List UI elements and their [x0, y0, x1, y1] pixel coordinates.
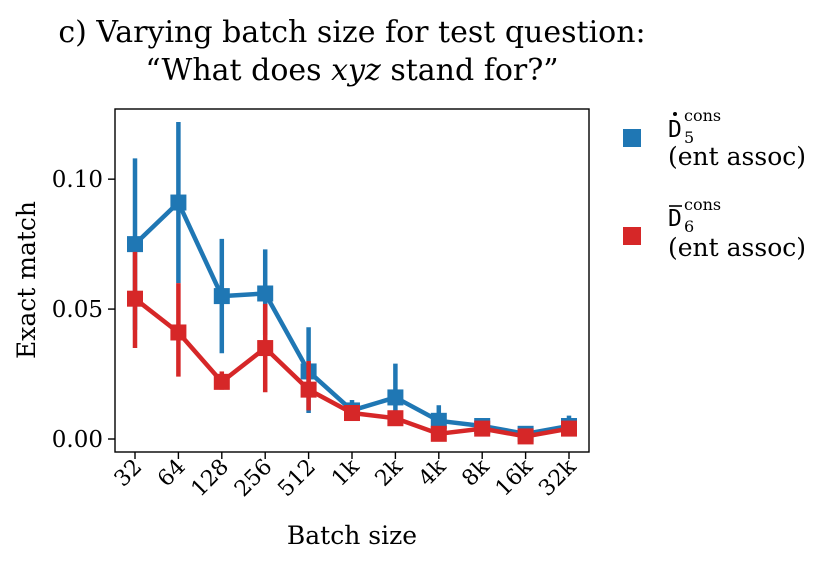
data-point [170, 194, 187, 211]
legend-red-sub: 6 [684, 217, 694, 236]
data-layer [127, 121, 577, 445]
data-point [474, 420, 491, 437]
chart-title-line1: c) Varying batch size for test question: [58, 15, 645, 50]
series-line [133, 200, 570, 437]
data-point [213, 288, 230, 305]
legend-blue-dot-accent [673, 112, 677, 116]
x-tick-label: 4k [414, 454, 451, 491]
legend-swatch-red [623, 227, 641, 245]
y-tick-label: 0.05 [52, 297, 103, 323]
x-tick-label: 16k [491, 454, 538, 501]
data-point [257, 285, 274, 302]
y-tick-label: 0.10 [52, 167, 103, 193]
chart-title-line2-suffix: stand for?” [381, 53, 559, 88]
x-tick-label: 256 [230, 455, 277, 502]
data-point [344, 405, 360, 422]
x-tick-label: 1k [327, 454, 364, 491]
x-tick-label: 64 [153, 455, 190, 492]
x-tick-label: 32k [534, 454, 581, 501]
legend-red-main: D [668, 206, 682, 232]
data-point [517, 428, 534, 445]
chart-title-line2-var: xyz [331, 53, 381, 88]
legend-blue-sup: cons [684, 106, 721, 125]
data-point [561, 420, 577, 437]
legend: D cons 5 (ent assoc) D cons 6 (ent assoc… [623, 106, 806, 262]
data-point [213, 373, 230, 390]
chart-title-line2: “What does xyz stand for?” [145, 53, 558, 88]
x-tick-label: 2k [371, 454, 408, 491]
data-point [127, 290, 143, 307]
legend-red-sup: cons [684, 195, 721, 214]
data-point [170, 324, 187, 341]
chart-title-line2-prefix: “What does [145, 53, 331, 88]
data-point [430, 412, 447, 429]
legend-swatch-blue [623, 129, 641, 147]
legend-blue-main: D [668, 117, 682, 143]
legend-red-line2: (ent assoc) [668, 233, 806, 262]
x-tick-label: 32 [110, 455, 147, 492]
data-point [300, 381, 317, 398]
x-tick-label: 512 [273, 455, 320, 502]
y-axis-label: Exact match [12, 201, 41, 359]
x-axis-label: Batch size [287, 521, 417, 550]
data-point [387, 410, 404, 427]
x-tick-label: 128 [187, 455, 234, 502]
series-blue [127, 121, 577, 442]
data-point [127, 236, 143, 253]
legend-item-red: D cons 6 (ent assoc) [623, 195, 806, 262]
legend-blue-line2: (ent assoc) [668, 142, 806, 171]
data-point [387, 389, 404, 406]
plot-frame [114, 108, 590, 453]
x-tick-label: 8k [457, 454, 494, 491]
legend-item-blue: D cons 5 (ent assoc) [623, 106, 806, 171]
data-point [257, 340, 274, 357]
series-red [127, 251, 577, 445]
data-point [430, 425, 447, 442]
y-tick-label: 0.00 [52, 427, 103, 453]
legend-blue-sub: 5 [684, 128, 694, 147]
